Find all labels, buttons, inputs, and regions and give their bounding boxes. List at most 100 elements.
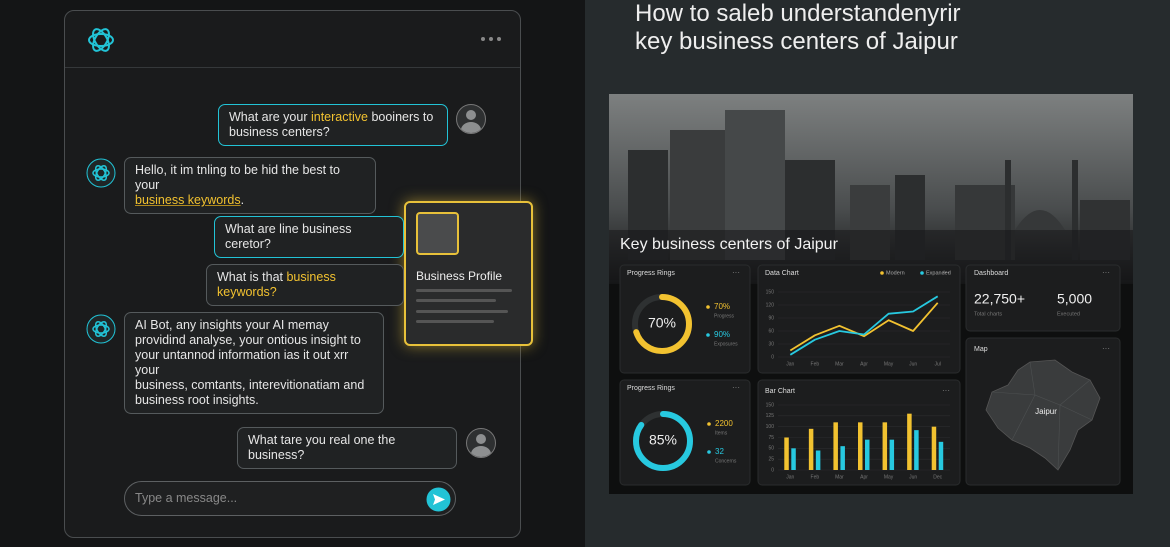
bar xyxy=(882,422,888,470)
x-tick-label: May xyxy=(884,474,894,480)
bar xyxy=(833,422,838,470)
y-tick-label: 50 xyxy=(768,446,774,452)
title-line: key business centers of Jaipur xyxy=(635,28,958,55)
bar xyxy=(858,422,863,470)
bar xyxy=(931,426,937,470)
legend-dot xyxy=(707,422,711,426)
x-tick-label: Mar xyxy=(835,474,844,480)
bar xyxy=(815,450,821,470)
text-line xyxy=(416,289,512,292)
y-tick-label: 120 xyxy=(766,302,775,308)
bar xyxy=(914,430,919,470)
y-tick-label: 25 xyxy=(768,456,774,462)
legend-label: Modern xyxy=(886,270,905,276)
x-tick-label: Apr xyxy=(860,361,868,367)
message-input[interactable]: Type a message... xyxy=(124,481,456,516)
app-logo[interactable] xyxy=(81,20,121,60)
card-title: Data Chart xyxy=(765,270,799,277)
chat-panel: Type a message... Business Profile What … xyxy=(0,0,585,547)
ring-label: 85% xyxy=(649,432,677,448)
photo-title: Key business centers of Jaipur xyxy=(620,236,839,253)
card-title: Progress Rings xyxy=(627,385,675,392)
bot-logo xyxy=(86,314,116,344)
x-tick-label: Jul xyxy=(935,361,941,367)
stat-label: Total charts xyxy=(974,311,1002,317)
region-borders xyxy=(991,361,1093,471)
message-bubble: What tare you real one the business? xyxy=(237,427,457,469)
ring-label: 70% xyxy=(648,315,676,331)
bot-avatar xyxy=(86,158,116,188)
bar xyxy=(791,448,796,470)
text-line xyxy=(416,310,508,313)
y-tick-label: 75 xyxy=(768,435,774,441)
card-menu: ··· xyxy=(942,268,950,277)
message-text: . xyxy=(240,193,245,207)
chat-header xyxy=(65,11,520,68)
message-text: interactive xyxy=(310,110,368,124)
legend-value: 70% xyxy=(714,302,730,311)
y-tick-label: 60 xyxy=(768,328,774,334)
y-tick-label: 0 xyxy=(771,354,774,360)
card-menu: ··· xyxy=(732,268,740,277)
x-tick-label: Jun xyxy=(909,361,917,367)
message-text: What tare you real one the business? xyxy=(248,433,396,462)
message-text: business keywords xyxy=(135,193,241,207)
y-tick-label: 30 xyxy=(768,341,774,347)
bar xyxy=(907,413,912,470)
bot-logo xyxy=(86,158,116,188)
x-tick-label: Mar xyxy=(835,361,844,367)
x-tick-label: Dec xyxy=(933,474,942,480)
user-avatar xyxy=(466,428,496,458)
stat-label: Executed xyxy=(1057,311,1080,317)
x-tick-label: Jun xyxy=(909,474,917,480)
region-map xyxy=(985,359,1101,471)
y-tick-label: 125 xyxy=(766,413,775,419)
bar xyxy=(889,439,895,470)
bar xyxy=(865,439,870,470)
legend-dot xyxy=(707,450,711,454)
y-tick-label: 0 xyxy=(771,467,774,473)
stat-value: 5,000 xyxy=(1057,291,1092,307)
legend-value: 90% xyxy=(714,330,730,339)
bot-avatar xyxy=(86,314,116,344)
text-line xyxy=(416,320,494,323)
bar xyxy=(784,437,789,470)
message-text: booiners to business centers? xyxy=(229,110,434,139)
legend-dot xyxy=(706,305,710,309)
message-text: AI Bot, any insights your AI memay provi… xyxy=(135,318,365,407)
page-title: How to saleb understandenyrir key busine… xyxy=(635,0,961,56)
message-text: What is that xyxy=(217,270,287,284)
line-series xyxy=(789,295,939,356)
card xyxy=(619,379,751,486)
card-menu: ··· xyxy=(1102,344,1110,353)
send-button[interactable] xyxy=(426,487,451,512)
ring-arc xyxy=(633,411,693,471)
business-profile-card[interactable]: Business Profile xyxy=(404,201,533,346)
card-menu: ··· xyxy=(942,386,950,395)
card xyxy=(965,264,1121,332)
legend-value: 32 xyxy=(715,447,724,456)
message-text: Hello, it im tnling to be hid the best t… xyxy=(135,163,340,192)
card-title: Bar Chart xyxy=(765,388,795,395)
stat-value: 22,750+ xyxy=(974,291,1025,307)
legend-value: 2200 xyxy=(715,419,733,428)
menu-dots[interactable] xyxy=(479,35,503,43)
y-tick-label: 150 xyxy=(766,289,775,295)
legend-label: Concerns xyxy=(715,458,737,464)
message-bubble: What is that business keywords? xyxy=(206,264,404,306)
message-text: business keywords? xyxy=(217,270,336,299)
legend-label: Items xyxy=(715,430,728,436)
message-bubble: What are line business ceretor? xyxy=(214,216,404,258)
legend-dot xyxy=(706,333,710,337)
map-label: Jaipur xyxy=(1035,407,1057,416)
line-series xyxy=(789,302,939,352)
y-tick-label: 90 xyxy=(768,315,774,321)
card-menu: ··· xyxy=(1102,268,1110,277)
card-menu: ··· xyxy=(732,383,740,392)
card-title: Progress Rings xyxy=(627,270,675,277)
message-text: What are line business ceretor? xyxy=(225,222,352,251)
message-bubble: AI Bot, any insights your AI memay provi… xyxy=(124,312,384,414)
ring-arc xyxy=(632,294,692,354)
